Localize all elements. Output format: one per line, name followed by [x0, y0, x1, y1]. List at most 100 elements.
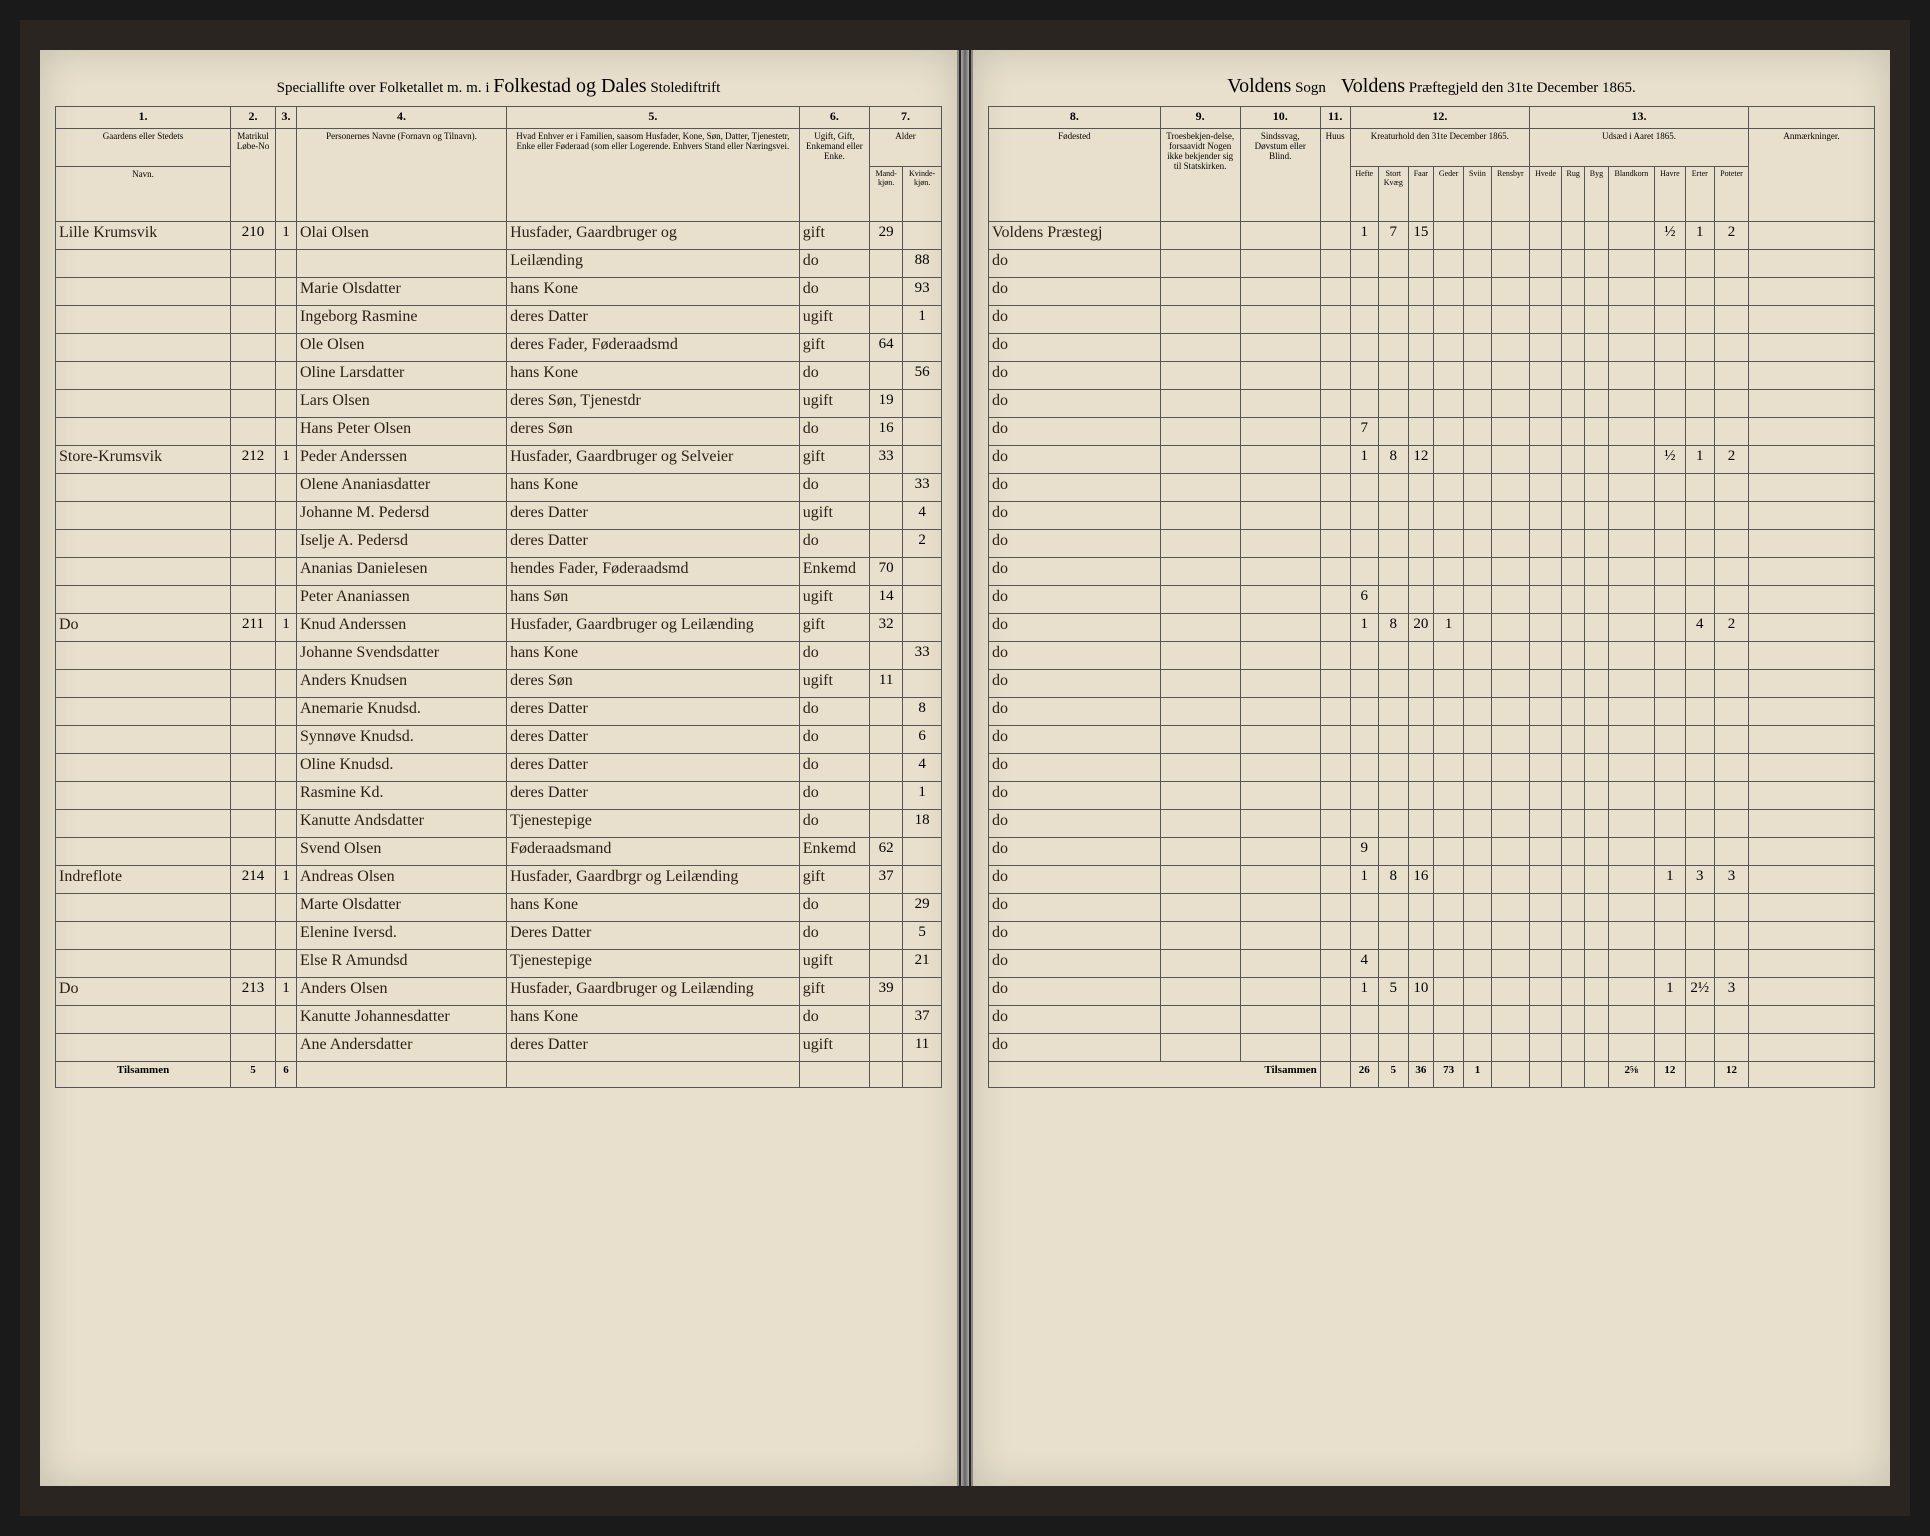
cell-birth: do: [989, 250, 1161, 278]
cell-birth: do: [989, 418, 1161, 446]
cell-a: [275, 950, 296, 978]
cell-crop: [1530, 502, 1562, 530]
cell-mno: [231, 754, 276, 782]
table-row: Anders Knudsenderes Sønugift11: [56, 670, 942, 698]
cell-crop: [1530, 558, 1562, 586]
cell-livestock: [1350, 558, 1378, 586]
cell-farm: [56, 502, 231, 530]
cell-livestock: [1408, 1006, 1433, 1034]
cell-empty: [1160, 250, 1240, 278]
cell-f: 1: [903, 782, 942, 810]
cell-f: 93: [903, 278, 942, 306]
cell-huus: [1320, 642, 1350, 670]
table-row: Ole Olsenderes Fader, Føderaadsmdgift64: [56, 334, 942, 362]
cell-empty: [1240, 586, 1320, 614]
cell-remarks: [1748, 278, 1874, 306]
cell-crop: [1715, 278, 1749, 306]
cell-crop: [1655, 1006, 1685, 1034]
cell-livestock: [1378, 474, 1408, 502]
cell-birth: do: [989, 726, 1161, 754]
cell-crop: [1530, 978, 1562, 1006]
cell-a: [275, 838, 296, 866]
cell-remarks: [1748, 530, 1874, 558]
cell-name: Johanne M. Pedersd: [296, 502, 506, 530]
cell-crop: 3: [1715, 866, 1749, 894]
cell-empty: [1240, 334, 1320, 362]
cell-livestock: [1433, 894, 1463, 922]
table-row: do: [989, 502, 1875, 530]
table-row: do: [989, 754, 1875, 782]
cell-mno: [231, 782, 276, 810]
cell-m: 37: [870, 866, 903, 894]
cell-name: [296, 250, 506, 278]
cell-crop: [1715, 782, 1749, 810]
cell-name: Rasmine Kd.: [296, 782, 506, 810]
cell-crop: [1655, 278, 1685, 306]
cell-birth: do: [989, 474, 1161, 502]
cell-crop: [1608, 810, 1655, 838]
cell-status: do: [799, 530, 869, 558]
cell-livestock: [1464, 614, 1491, 642]
livestock-col: Hefte: [1350, 167, 1378, 222]
cell-livestock: [1491, 390, 1530, 418]
cell-crop: [1608, 922, 1655, 950]
cell-mno: [231, 838, 276, 866]
table-row: Indreflote2141Andreas OlsenHusfader, Gaa…: [56, 866, 942, 894]
cell-empty: [1160, 558, 1240, 586]
cell-crop: [1585, 222, 1608, 250]
cell-empty: [1240, 726, 1320, 754]
cell-livestock: [1433, 418, 1463, 446]
cell-role: hans Søn: [507, 586, 800, 614]
footer-total: 73: [1433, 1062, 1463, 1088]
livestock-col: Geder: [1433, 167, 1463, 222]
cell-livestock: [1350, 362, 1378, 390]
footer-total: [1685, 1062, 1714, 1088]
cell-empty: [1240, 782, 1320, 810]
cell-birth: do: [989, 390, 1161, 418]
cell-crop: [1685, 530, 1714, 558]
cell-crop: [1655, 894, 1685, 922]
cell-mno: [231, 726, 276, 754]
header-row: Gaardens eller Stedets Matrikul Løbe-No …: [56, 129, 942, 167]
cell-status: do: [799, 754, 869, 782]
table-row: do: [989, 530, 1875, 558]
cell-farm: [56, 334, 231, 362]
cell-empty: [1240, 558, 1320, 586]
footer-total: 26: [1350, 1062, 1378, 1088]
cell-livestock: [1433, 1006, 1463, 1034]
cell-farm: [56, 530, 231, 558]
cell-livestock: [1378, 922, 1408, 950]
cell-f: [903, 614, 942, 642]
cell-crop: [1585, 502, 1608, 530]
cell-m: 70: [870, 558, 903, 586]
cell-crop: [1655, 334, 1685, 362]
cell-crop: [1530, 950, 1562, 978]
cell-farm: [56, 838, 231, 866]
cell-crop: [1585, 922, 1608, 950]
cell-m: 62: [870, 838, 903, 866]
cell-huus: [1320, 474, 1350, 502]
cell-m: 29: [870, 222, 903, 250]
table-row: do1812½12: [989, 446, 1875, 474]
cell-livestock: [1464, 698, 1491, 726]
cell-livestock: [1491, 334, 1530, 362]
cell-mno: [231, 558, 276, 586]
cell-crop: [1655, 922, 1685, 950]
cell-livestock: [1491, 474, 1530, 502]
table-row: do: [989, 250, 1875, 278]
cell-remarks: [1748, 866, 1874, 894]
table-row: Else R AmundsdTjenestepigeugift21: [56, 950, 942, 978]
cell-livestock: [1433, 670, 1463, 698]
cell-crop: [1655, 390, 1685, 418]
table-row: Iselje A. Pedersdderes Datterdo2: [56, 530, 942, 558]
cell-crop: [1608, 670, 1655, 698]
sogn-name: Voldens: [1227, 75, 1291, 97]
cell-livestock: [1378, 278, 1408, 306]
cell-remarks: [1748, 306, 1874, 334]
cell-livestock: [1491, 614, 1530, 642]
cell-livestock: [1378, 418, 1408, 446]
cell-livestock: 5: [1378, 978, 1408, 1006]
h-a: [275, 129, 296, 222]
cell-crop: [1715, 838, 1749, 866]
cell-huus: [1320, 558, 1350, 586]
